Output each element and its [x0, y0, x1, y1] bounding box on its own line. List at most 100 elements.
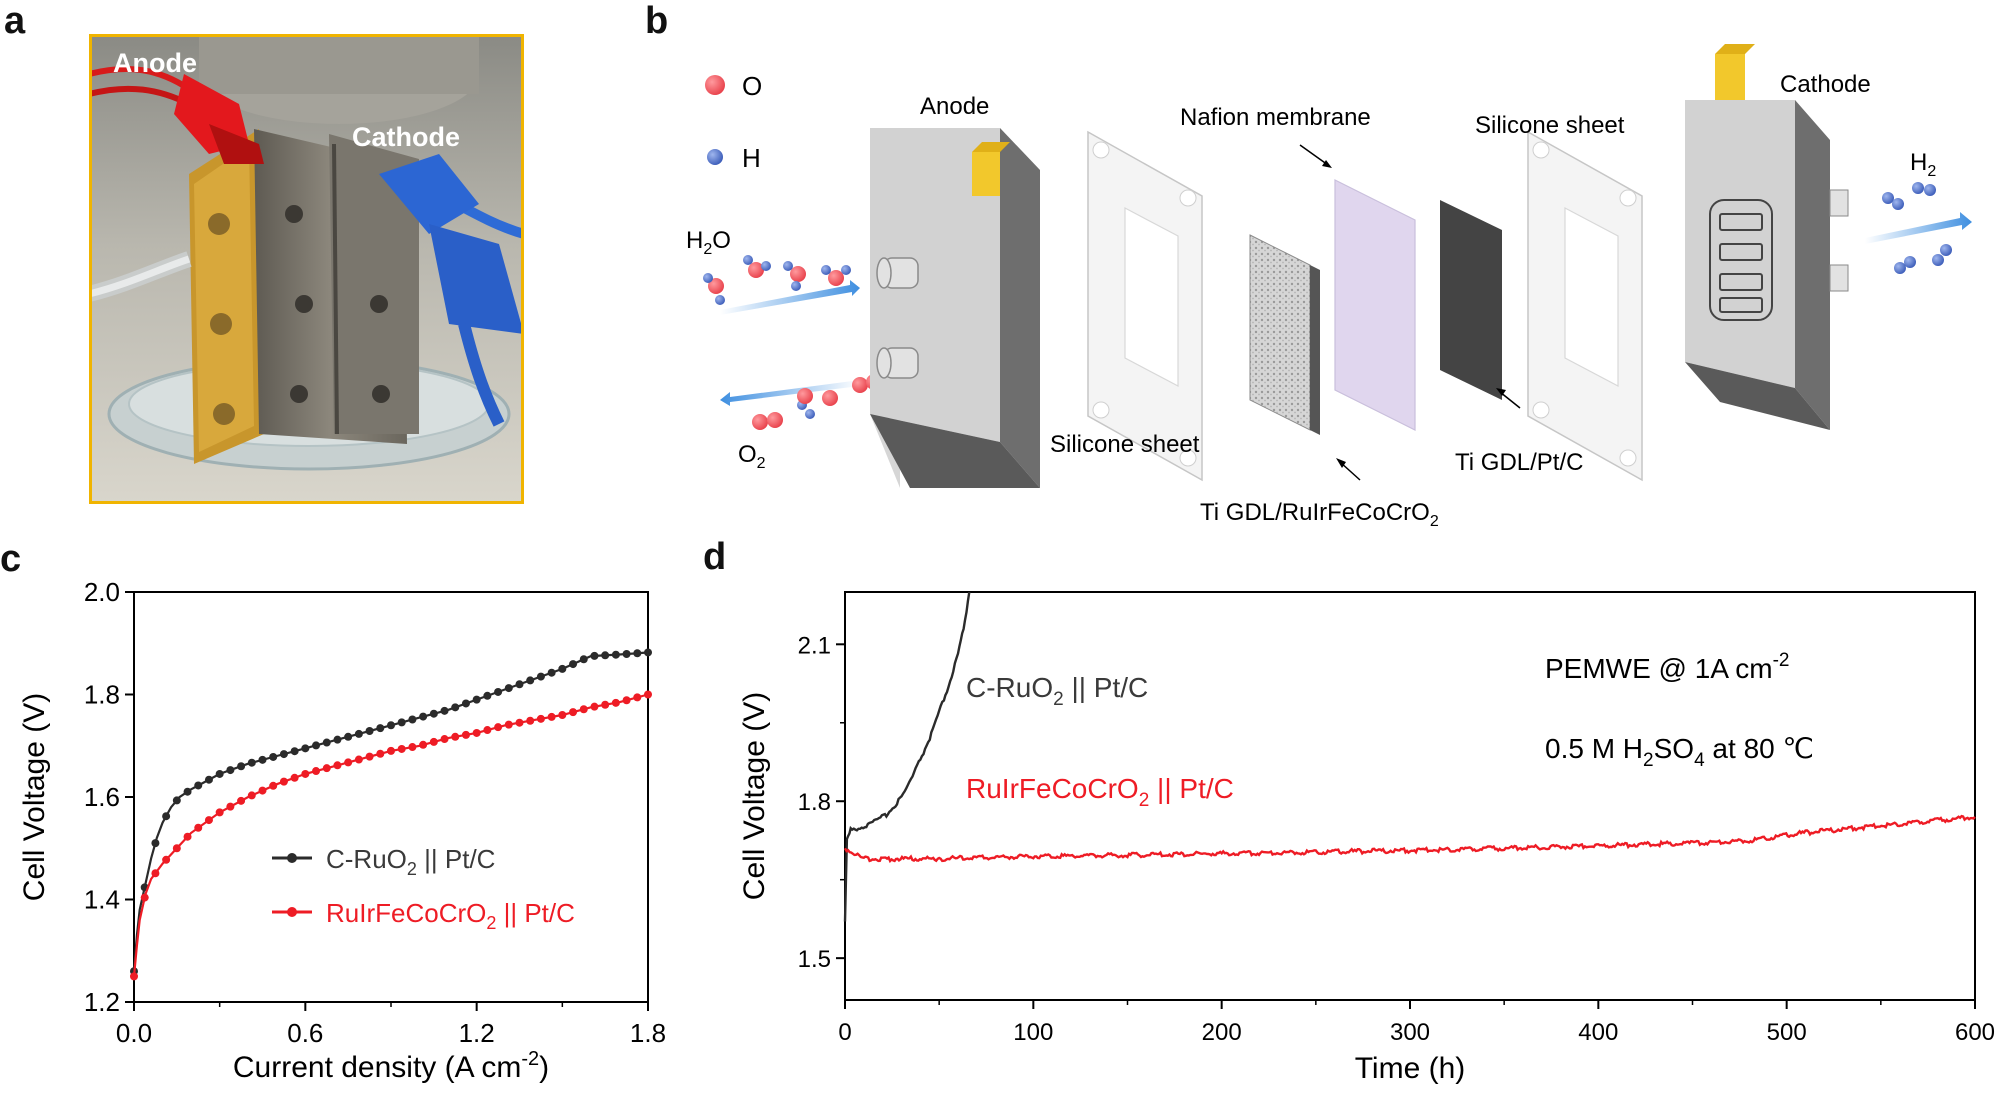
- photo-cathode-label: Cathode: [352, 122, 460, 152]
- y-tick-label: 1.5: [798, 946, 831, 973]
- h2-label: H2: [1910, 149, 1936, 180]
- chart-d-annotation-conditions: PEMWE @ 1A cm-2: [1545, 650, 1789, 684]
- series-1-point: [162, 812, 171, 821]
- series-1-point: [376, 724, 385, 733]
- series-1-point: [494, 687, 503, 696]
- series-1-point: [237, 762, 246, 771]
- anode-label: Anode: [920, 93, 989, 120]
- series-1-point: [365, 727, 374, 736]
- series-1-point: [344, 732, 353, 741]
- series-1-point: [408, 715, 417, 724]
- series-1-point: [504, 684, 513, 693]
- series-line-2: [843, 814, 1976, 864]
- series-1-point: [301, 744, 310, 753]
- x-tick-label: 300: [1390, 1019, 1430, 1046]
- series-1-point: [194, 781, 203, 790]
- series-1-point: [333, 735, 342, 744]
- series-2-point: [419, 740, 428, 749]
- series-2-point: [333, 761, 342, 770]
- series-1-point: [622, 650, 631, 659]
- photo-anode-label: Anode: [113, 48, 197, 78]
- legend-h-label: H: [742, 143, 761, 173]
- series-1-point: [226, 766, 235, 775]
- series-2-point: [547, 712, 556, 721]
- series-2-point: [183, 832, 192, 841]
- x-tick-label: 1.8: [630, 1018, 666, 1048]
- series-2-point: [622, 696, 631, 705]
- chart-d-series-2-label: RuIrFeCoCrO2 || Pt/C: [966, 773, 1234, 811]
- series-2-point: [601, 700, 610, 709]
- nafion-label: Nafion membrane: [1180, 104, 1371, 131]
- series-1-point: [387, 721, 395, 730]
- series-2-point: [194, 823, 203, 832]
- oxygen-legend-icon: [705, 75, 725, 95]
- series-2-point: [504, 720, 513, 729]
- series-1-point: [215, 769, 224, 778]
- series-2-point: [312, 767, 321, 776]
- series-2-point: [301, 769, 310, 778]
- series-2-point: [429, 737, 438, 746]
- series-2-point: [376, 749, 385, 758]
- series-2-point: [151, 869, 160, 878]
- series-2-point: [611, 698, 620, 707]
- ti-gdl-ptc-layer: [1440, 200, 1502, 400]
- series-1-point: [440, 706, 449, 715]
- series-1-point: [590, 651, 599, 660]
- chart-c-xlabel: Current density (A cm-2): [233, 1048, 549, 1084]
- series-2-point: [247, 791, 256, 800]
- y-tick-label: 1.2: [84, 987, 120, 1017]
- series-2-point: [408, 743, 417, 752]
- series-1-point: [461, 699, 470, 708]
- series-2-point: [644, 690, 652, 699]
- legend-series-1-marker: [287, 853, 297, 863]
- legend-series-1-label: C-RuO2 || Pt/C: [326, 844, 495, 879]
- series-2-point: [633, 693, 642, 702]
- series-1-point: [526, 676, 535, 685]
- x-tick-label: 0: [838, 1019, 851, 1046]
- series-2-point: [322, 764, 331, 773]
- cathode-plate: [1685, 44, 1849, 430]
- y-tick-label: 1.6: [84, 782, 120, 812]
- legend-o-label: O: [742, 71, 762, 101]
- inlet-water-molecules: [703, 255, 851, 305]
- series-2-point: [397, 744, 406, 753]
- series-2-point: [440, 735, 449, 744]
- silicone-sheet-left: [1087, 130, 1203, 482]
- series-2-point: [451, 732, 460, 741]
- y-tick-label: 1.4: [84, 885, 120, 915]
- series-2-point: [130, 972, 138, 981]
- series-2-point: [162, 855, 171, 864]
- ti-gdl-catalyst-label: Ti GDL/RuIrFeCoCrO2: [1200, 499, 1439, 530]
- series-1-point: [558, 664, 567, 673]
- chart-d-xlabel: Time (h): [1355, 1052, 1466, 1085]
- series-2-point: [365, 752, 374, 761]
- series-2-point: [472, 728, 481, 737]
- series-1-point: [419, 712, 428, 721]
- series-1-point: [483, 691, 492, 700]
- series-1-point: [472, 695, 481, 704]
- series-1-point: [204, 775, 213, 784]
- series-2-point: [269, 781, 278, 790]
- series-2-point: [237, 796, 246, 805]
- legend-series-2-label: RuIrFeCoCrO2 || Pt/C: [326, 898, 575, 933]
- silicone-sheet-top-label: Silicone sheet: [1475, 112, 1625, 139]
- device-photo: Anode Cathode: [89, 34, 524, 504]
- y-tick-label: 2.1: [798, 632, 831, 659]
- series-1-point: [312, 741, 321, 750]
- polarization-chart: 0.0 0.6 1.2 1.8 1.2 1.4 1.6 1.8 2.0 Cell Voltage…: [18, 577, 666, 1084]
- series-1-point: [354, 729, 363, 738]
- series-1-point: [247, 758, 256, 767]
- x-tick-label: 0.6: [287, 1018, 323, 1048]
- series-1-point: [579, 655, 588, 664]
- panel-letter-b: b: [645, 0, 669, 42]
- series-1-point: [515, 680, 524, 689]
- series-2-point: [569, 708, 578, 717]
- x-tick-label: 0.0: [116, 1018, 152, 1048]
- x-tick-label: 500: [1767, 1019, 1807, 1046]
- chart-d-annotation-electrolyte: 0.5 M H2SO4 at 80 ℃: [1545, 733, 1814, 771]
- series-line-2: [132, 693, 649, 977]
- series-2-point: [558, 711, 567, 719]
- photo-frame: [89, 34, 524, 504]
- outlet-oxygen-molecules: [752, 374, 882, 430]
- hydrogen-legend-icon: [707, 149, 723, 165]
